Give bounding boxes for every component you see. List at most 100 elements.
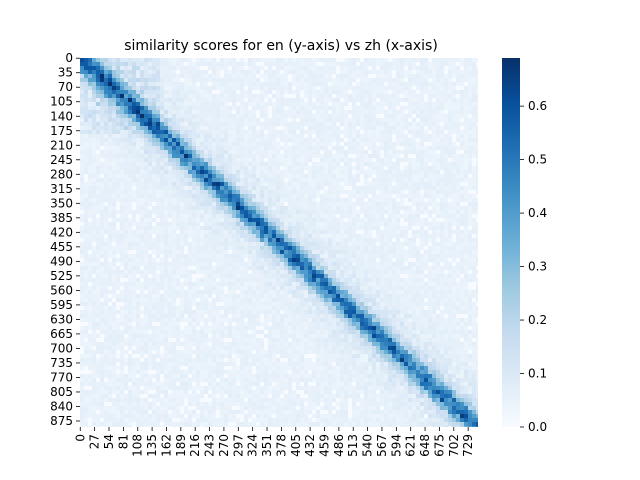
- heatmap-cell: [152, 258, 156, 262]
- heatmap-cell: [248, 150, 252, 154]
- heatmap-cell: [356, 222, 360, 226]
- heatmap-cell: [160, 186, 164, 190]
- heatmap-cell: [192, 178, 196, 182]
- heatmap-cell: [108, 178, 112, 182]
- heatmap-cell: [356, 246, 360, 250]
- heatmap-cell: [264, 250, 268, 254]
- heatmap-cell: [388, 154, 392, 158]
- heatmap-cell: [368, 90, 372, 94]
- heatmap-cell: [296, 198, 300, 202]
- heatmap-cell: [440, 246, 444, 250]
- heatmap-cell: [224, 222, 228, 226]
- heatmap-cell: [404, 58, 408, 62]
- heatmap-cell: [416, 194, 420, 198]
- heatmap-cell: [168, 158, 172, 162]
- heatmap-cell: [112, 98, 116, 102]
- heatmap-cell: [152, 142, 156, 146]
- heatmap-cell: [248, 102, 252, 106]
- heatmap-cell: [284, 170, 288, 174]
- heatmap-cell: [236, 170, 240, 174]
- heatmap-cell: [464, 250, 468, 254]
- heatmap-cell: [156, 150, 160, 154]
- heatmap-cell: [352, 118, 356, 122]
- heatmap-cell: [368, 226, 372, 230]
- heatmap-cell: [396, 166, 400, 170]
- heatmap-cell: [172, 258, 176, 262]
- heatmap-cell: [296, 86, 300, 90]
- heatmap-cell: [180, 106, 184, 110]
- heatmap-cell: [84, 262, 88, 266]
- heatmap-cell: [392, 102, 396, 106]
- heatmap-cell: [140, 222, 144, 226]
- heatmap-cell: [208, 138, 212, 142]
- heatmap-cell: [232, 198, 236, 202]
- heatmap-cell: [240, 226, 244, 230]
- heatmap-cell: [380, 86, 384, 90]
- heatmap-cell: [144, 102, 148, 106]
- heatmap-cell: [320, 198, 324, 202]
- heatmap-cell: [344, 62, 348, 66]
- heatmap-cell: [244, 118, 248, 122]
- heatmap-cell: [160, 134, 164, 138]
- heatmap-cell: [368, 162, 372, 166]
- heatmap-cell: [400, 134, 404, 138]
- heatmap-cell: [360, 82, 364, 86]
- heatmap-cell: [416, 122, 420, 126]
- heatmap-cell: [208, 230, 212, 234]
- heatmap-cell: [176, 62, 180, 66]
- heatmap-cell: [188, 254, 192, 258]
- heatmap-cell: [176, 262, 180, 266]
- heatmap-cell: [292, 98, 296, 102]
- heatmap-cell: [256, 194, 260, 198]
- heatmap-cell: [428, 146, 432, 150]
- heatmap-cell: [332, 106, 336, 110]
- heatmap-cell: [236, 254, 240, 258]
- heatmap-cell: [388, 170, 392, 174]
- heatmap-cell: [188, 66, 192, 70]
- heatmap-cell: [472, 170, 476, 174]
- heatmap-cell: [220, 174, 224, 178]
- heatmap-cell: [160, 166, 164, 170]
- heatmap-cell: [336, 86, 340, 90]
- heatmap-cell: [140, 254, 144, 258]
- heatmap-cell: [428, 258, 432, 262]
- heatmap-cell: [152, 82, 156, 86]
- heatmap-cell: [392, 246, 396, 250]
- heatmap-cell: [312, 202, 316, 206]
- heatmap-cell: [104, 218, 108, 222]
- heatmap-cell: [144, 82, 148, 86]
- heatmap-cell: [112, 174, 116, 178]
- heatmap-cell: [452, 250, 456, 254]
- heatmap-cell: [152, 70, 156, 74]
- heatmap-cell: [436, 158, 440, 162]
- heatmap-cell: [320, 82, 324, 86]
- heatmap-cell: [412, 254, 416, 258]
- heatmap-cell: [416, 82, 420, 86]
- heatmap-cell: [420, 90, 424, 94]
- heatmap-cell: [256, 242, 260, 246]
- heatmap-cell: [260, 238, 264, 242]
- heatmap-cell: [224, 202, 228, 206]
- heatmap-cell: [232, 262, 236, 266]
- heatmap-cell: [376, 178, 380, 182]
- heatmap-cell: [80, 262, 84, 266]
- heatmap-cell: [184, 110, 188, 114]
- heatmap-cell: [284, 102, 288, 106]
- heatmap-cell: [208, 154, 212, 158]
- heatmap-cell: [236, 250, 240, 254]
- heatmap-cell: [228, 214, 232, 218]
- heatmap-cell: [388, 234, 392, 238]
- heatmap-cell: [252, 258, 256, 262]
- heatmap-cell: [148, 222, 152, 226]
- heatmap-cell: [272, 198, 276, 202]
- heatmap-cell: [164, 94, 168, 98]
- heatmap-cell: [180, 218, 184, 222]
- heatmap-cell: [340, 110, 344, 114]
- heatmap-cell: [388, 210, 392, 214]
- heatmap-cell: [152, 114, 156, 118]
- heatmap-cell: [276, 106, 280, 110]
- heatmap-cell: [228, 146, 232, 150]
- heatmap-cell: [108, 210, 112, 214]
- heatmap-cell: [144, 190, 148, 194]
- heatmap-cell: [452, 206, 456, 210]
